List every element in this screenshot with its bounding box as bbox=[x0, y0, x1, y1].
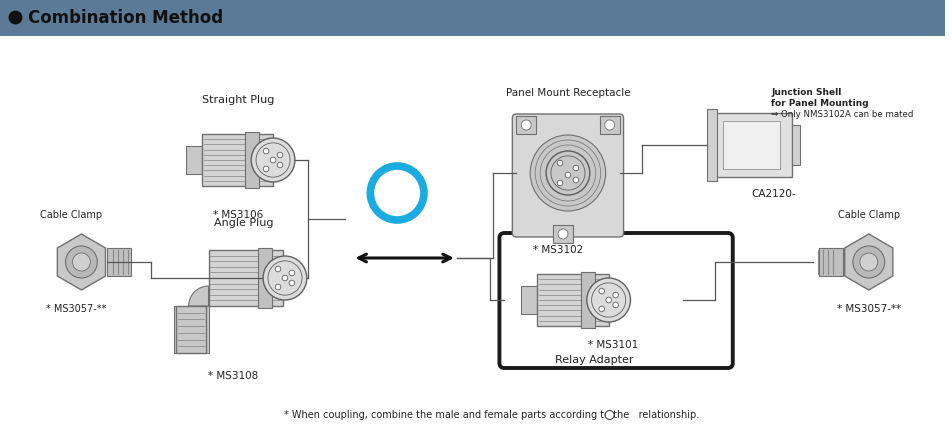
Text: Panel Mount Receptacle: Panel Mount Receptacle bbox=[506, 88, 630, 98]
Circle shape bbox=[530, 135, 605, 211]
Circle shape bbox=[605, 120, 615, 130]
Bar bbox=[258, 248, 272, 308]
Circle shape bbox=[557, 160, 563, 166]
Text: Cable Clamp: Cable Clamp bbox=[838, 210, 900, 220]
Circle shape bbox=[557, 180, 563, 186]
Text: * MS3057-**: * MS3057-** bbox=[837, 304, 901, 314]
Text: Combination Method: Combination Method bbox=[28, 9, 223, 27]
Circle shape bbox=[613, 302, 619, 308]
Circle shape bbox=[558, 229, 568, 239]
Circle shape bbox=[573, 177, 579, 183]
Text: * MS3102: * MS3102 bbox=[533, 245, 584, 255]
Circle shape bbox=[251, 138, 295, 182]
Bar bbox=[186, 146, 202, 174]
Bar bbox=[176, 306, 206, 353]
Circle shape bbox=[263, 256, 307, 300]
Bar bbox=[246, 132, 259, 188]
Circle shape bbox=[565, 172, 571, 178]
Polygon shape bbox=[844, 234, 893, 290]
Circle shape bbox=[599, 306, 605, 312]
Circle shape bbox=[546, 151, 590, 195]
Circle shape bbox=[264, 166, 268, 172]
Text: Junction Shell: Junction Shell bbox=[771, 88, 842, 97]
Bar bbox=[600, 116, 620, 134]
Bar bbox=[108, 248, 131, 276]
Polygon shape bbox=[174, 306, 208, 353]
Polygon shape bbox=[57, 234, 106, 290]
Bar bbox=[715, 113, 792, 177]
Text: * When coupling, combine the male and female parts according to the   relationsh: * When coupling, combine the male and fe… bbox=[284, 410, 699, 420]
Text: Straight Plug: Straight Plug bbox=[202, 95, 274, 105]
Circle shape bbox=[573, 165, 579, 171]
Circle shape bbox=[66, 246, 97, 278]
Circle shape bbox=[275, 284, 281, 290]
FancyBboxPatch shape bbox=[500, 233, 733, 368]
Bar bbox=[202, 134, 273, 186]
Circle shape bbox=[264, 148, 268, 154]
Bar bbox=[516, 116, 536, 134]
Text: * MS3057-**: * MS3057-** bbox=[47, 304, 107, 314]
Circle shape bbox=[586, 278, 630, 322]
Text: * MS3101: * MS3101 bbox=[588, 340, 639, 350]
Bar bbox=[723, 121, 781, 169]
Text: CA2120-: CA2120- bbox=[752, 189, 796, 199]
FancyBboxPatch shape bbox=[0, 0, 949, 36]
Circle shape bbox=[275, 266, 281, 272]
Text: ⇒ Only NMS3102A can be mated: ⇒ Only NMS3102A can be mated bbox=[771, 110, 914, 119]
Text: Angle Plug: Angle Plug bbox=[213, 218, 273, 228]
Circle shape bbox=[853, 246, 884, 278]
Bar bbox=[707, 109, 717, 181]
Circle shape bbox=[277, 152, 283, 158]
Text: for Panel Mounting: for Panel Mounting bbox=[771, 99, 869, 108]
Circle shape bbox=[370, 166, 424, 220]
Bar bbox=[819, 248, 843, 276]
Circle shape bbox=[72, 253, 90, 271]
Circle shape bbox=[599, 288, 605, 294]
Bar bbox=[537, 274, 608, 326]
Bar bbox=[581, 272, 595, 328]
Circle shape bbox=[270, 157, 276, 163]
Circle shape bbox=[289, 270, 295, 276]
Bar bbox=[522, 286, 537, 314]
Text: * MS3106: * MS3106 bbox=[213, 210, 264, 220]
Circle shape bbox=[277, 162, 283, 168]
Circle shape bbox=[289, 280, 295, 286]
Text: Cable Clamp: Cable Clamp bbox=[40, 210, 103, 220]
Wedge shape bbox=[188, 286, 208, 306]
Circle shape bbox=[282, 275, 288, 281]
Bar bbox=[208, 250, 283, 306]
Circle shape bbox=[605, 410, 614, 420]
FancyBboxPatch shape bbox=[512, 114, 624, 237]
Circle shape bbox=[613, 292, 619, 298]
Circle shape bbox=[860, 253, 878, 271]
Text: * MS3108: * MS3108 bbox=[208, 371, 258, 381]
Bar bbox=[553, 225, 573, 243]
Bar bbox=[1, 15, 944, 32]
Circle shape bbox=[522, 120, 531, 130]
Text: Relay Adapter: Relay Adapter bbox=[554, 355, 633, 365]
Circle shape bbox=[605, 297, 611, 303]
Bar bbox=[792, 125, 801, 165]
